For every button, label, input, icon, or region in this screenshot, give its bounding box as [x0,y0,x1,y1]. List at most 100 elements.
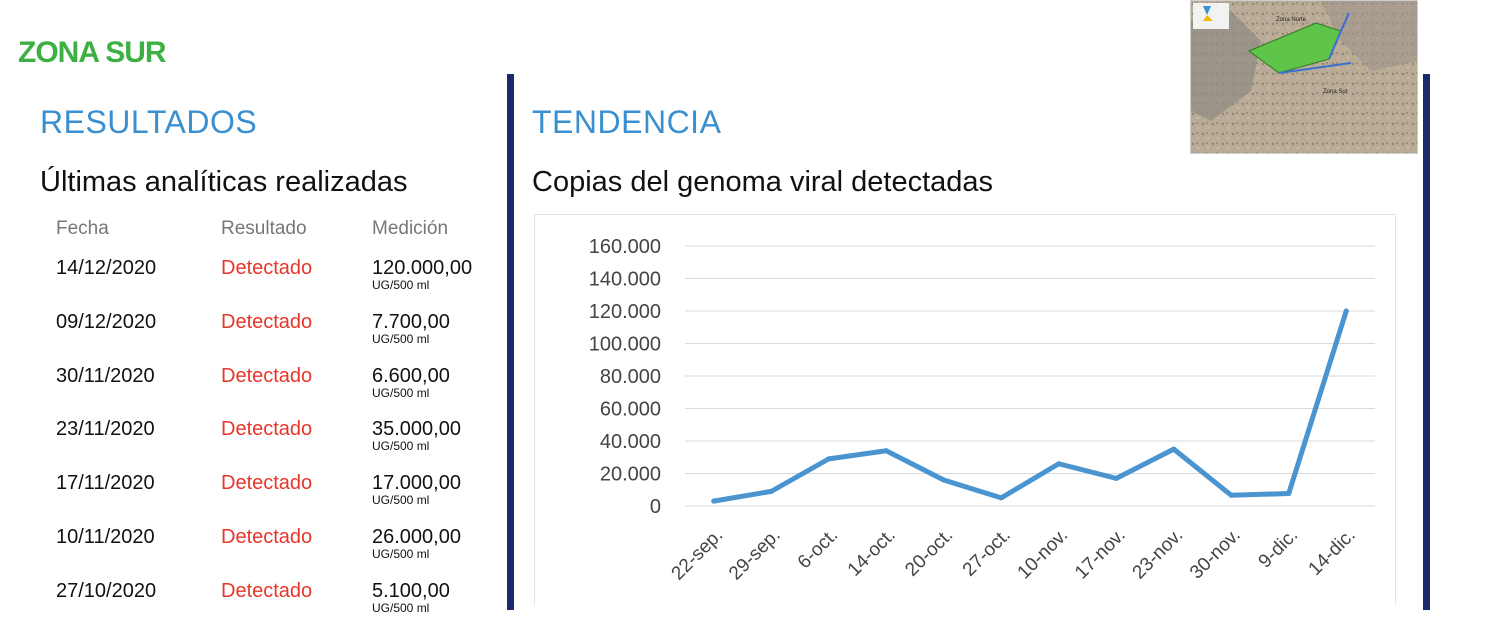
row-unit: UG/500 ml [372,493,430,507]
data-point [1228,492,1234,498]
map-logo-mark [1203,15,1213,21]
left-divider [507,74,514,610]
data-point [1343,308,1349,314]
row-result: Detectado [221,580,313,602]
x-tick-label: 20-oct. [901,525,957,581]
row-value: 7.700,00 [372,311,450,333]
trend-title: TENDENCIA [532,104,722,140]
x-tick-label: 29-sep. [725,525,785,585]
row-measure: 17.000,00 UG/500 ml [372,472,461,507]
row-unit: UG/500 ml [372,278,430,292]
row-result: Detectado [221,472,313,494]
x-tick-label: 14-dic. [1305,525,1360,580]
row-result: Detectado [221,526,313,548]
table-row: 09/12/2020 Detectado 7.700,00 UG/500 ml [0,311,500,361]
map-label-south: Zona Sur [1323,89,1348,95]
x-axis: 22-sep.29-sep. 6-oct. 14-oct. 20-oct. 27-oct… [668,525,1360,585]
data-point [941,477,947,483]
y-tick-label: 0 [650,496,661,518]
x-tick-label: 27-oct. [959,525,1015,581]
table-row: 14/12/2020 Detectado 120.000,00 UG/500 ml [0,257,500,307]
row-unit: UG/500 ml [372,547,430,561]
x-tick-label: 23-nov. [1129,525,1188,584]
row-value: 120.000,00 [372,257,473,279]
y-tick-label: 60.000 [600,399,661,421]
row-measure: 6.600,00 UG/500 ml [372,365,450,400]
row-date: 10/11/2020 [56,526,155,548]
x-tick-label: 6-oct. [794,525,842,573]
row-measure: 35.000,00 UG/500 ml [372,418,461,453]
row-result: Detectado [221,257,313,279]
y-tick-label: 20.000 [600,464,661,486]
map-logo [1193,3,1229,29]
table-row: 27/10/2020 Detectado 5.100,00 UG/500 ml [0,580,500,630]
x-tick-label: 10-nov. [1014,525,1073,584]
column-header-date: Fecha [56,218,109,239]
y-tick-label: 40.000 [600,431,661,453]
zone-map: Zona Norte Zona Sur [1191,1,1417,153]
row-result: Detectado [221,418,313,440]
data-point [826,456,832,462]
row-date: 23/11/2020 [56,418,155,440]
row-measure: 7.700,00 UG/500 ml [372,311,450,346]
data-point [998,495,1004,501]
row-unit: UG/500 ml [372,386,430,400]
row-value: 5.100,00 [372,580,450,602]
y-tick-label: 140.000 [589,269,661,291]
zone-map-image: Zona Norte Zona Sur [1190,0,1418,154]
map-boundary-line [1278,62,1352,74]
column-header-measure: Medición [372,218,449,239]
table-row: 10/11/2020 Detectado 26.000,00 UG/500 ml [0,526,500,576]
row-value: 35.000,00 [372,418,461,440]
y-axis: 0 20.000 40.000 60.000 80.000 100.000 120.000 1… [589,236,661,518]
x-tick-label: 9-dic. [1255,525,1303,573]
data-point [1113,475,1119,481]
zone-title: ZONA SUR [18,36,167,69]
x-tick-label: 22-sep. [668,525,728,585]
data-point [1286,490,1292,496]
line-chart: 0 20.000 40.000 60.000 80.000 100.000 120.000 1… [589,236,1375,585]
map-label-north: Zona Norte [1276,17,1307,23]
row-date: 27/10/2020 [56,580,157,602]
map-boundary-line [1328,12,1350,60]
results-subtitle: Últimas analíticas realizadas [40,166,408,198]
row-measure: 120.000,00 UG/500 ml [372,257,472,292]
row-unit: UG/500 ml [372,439,430,453]
row-measure: 26.000,00 UG/500 ml [372,526,461,561]
y-tick-label: 120.000 [589,301,661,323]
data-point [883,448,889,454]
row-unit: UG/500 ml [372,332,430,346]
data-point [768,488,774,494]
x-tick-label: 17-nov. [1071,525,1130,584]
row-value: 17.000,00 [372,472,461,494]
table-row: 23/11/2020 Detectado 35.000,00 UG/500 ml [0,418,500,468]
results-title: RESULTADOS [40,104,258,140]
chart-title: Copias del genoma viral detectadas [532,166,994,198]
y-tick-label: 80.000 [600,366,661,388]
map-urban-area [1191,11,1261,121]
x-tick-label: 14-oct. [844,525,900,581]
data-point [1056,461,1062,467]
data-point [711,498,717,504]
column-header-result: Resultado [221,218,307,239]
y-tick-label: 100.000 [589,334,661,356]
chart-area: 0 20.000 40.000 60.000 80.000 100.000 120.000 1… [534,214,1396,605]
row-date: 09/12/2020 [56,311,157,333]
data-point [1171,446,1177,452]
row-date: 30/11/2020 [56,365,155,387]
table-row: 17/11/2020 Detectado 17.000,00 UG/500 ml [0,472,500,522]
table-row: 30/11/2020 Detectado 6.600,00 UG/500 ml [0,365,500,415]
map-urban-area [1321,1,1417,71]
row-unit: UG/500 ml [372,601,430,615]
row-result: Detectado [221,311,313,333]
row-date: 17/11/2020 [56,472,155,494]
row-value: 6.600,00 [372,365,450,387]
row-date: 14/12/2020 [56,257,157,279]
row-value: 26.000,00 [372,526,461,548]
row-result: Detectado [221,365,313,387]
row-measure: 5.100,00 UG/500 ml [372,580,450,615]
x-tick-label: 30-nov. [1186,525,1245,584]
chart-series [711,308,1349,504]
map-logo-mark [1203,6,1211,15]
y-tick-label: 160.000 [589,236,661,258]
